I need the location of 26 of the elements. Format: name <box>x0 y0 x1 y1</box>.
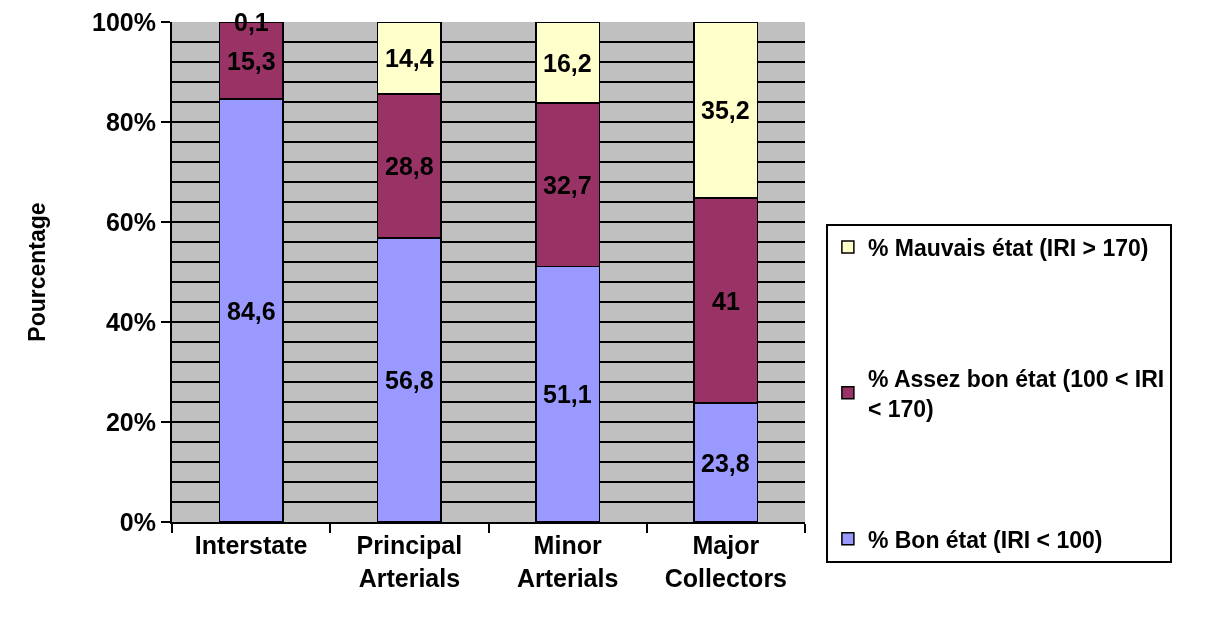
data-label: 14,4 <box>385 44 434 72</box>
data-label: 32,7 <box>543 171 592 199</box>
y-tick-label: 20% <box>105 407 156 436</box>
y-tick-label: 40% <box>105 307 156 336</box>
y-axis-title: Pourcentage <box>24 202 50 342</box>
legend-label: % Mauvais état (IRI > 170) <box>867 234 1149 261</box>
data-label: 84,6 <box>227 297 276 325</box>
y-tick-label: 60% <box>105 207 156 236</box>
x-tick-label: Major Collectors <box>664 531 788 592</box>
legend-label: % Assez bon état (100 < IRI < 170) <box>867 365 1165 422</box>
data-label: 41 <box>712 287 740 315</box>
data-label: 28,8 <box>385 152 434 180</box>
data-label: 15,3 <box>227 47 276 75</box>
y-tick-label: 100% <box>92 7 156 36</box>
data-label: 35,2 <box>701 96 750 124</box>
data-label: 16,2 <box>543 49 592 77</box>
y-tick-label: 80% <box>105 107 156 136</box>
x-tick-label: Principal Arterials <box>356 531 463 592</box>
data-label: 0,1 <box>234 8 269 36</box>
data-label: 51,1 <box>543 380 592 408</box>
data-label: 23,8 <box>701 449 750 477</box>
x-tick-label: Minor Arterials <box>516 531 619 592</box>
data-label: 56,8 <box>385 366 434 394</box>
legend-label: % Bon état (IRI < 100) <box>867 526 1103 553</box>
y-tick-label: 0% <box>119 507 156 536</box>
x-tick-label: Interstate <box>194 531 308 559</box>
